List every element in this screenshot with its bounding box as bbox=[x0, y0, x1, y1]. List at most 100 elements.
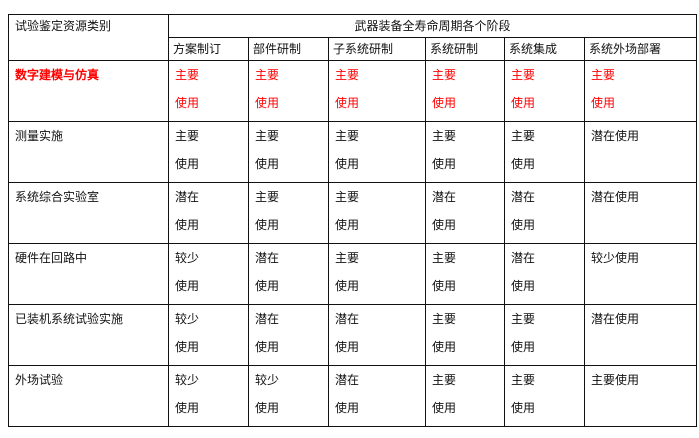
stage-header: 部件研制 bbox=[248, 37, 329, 61]
usage-text: 使用 bbox=[175, 401, 200, 415]
table-row: 已装机系统试验实施 较少 使用 潜在 使用 潜在 使用 主要 使用 主要 使用 潜在使用 bbox=[8, 304, 698, 366]
usage-cell: 主要使用 bbox=[425, 243, 505, 305]
usage-text: 使用 bbox=[432, 279, 457, 293]
usage-text: 使用 bbox=[335, 340, 360, 354]
usage-text: 主要 bbox=[511, 312, 536, 326]
usage-cell: 主要使用 bbox=[328, 121, 426, 183]
usage-text bbox=[591, 272, 690, 300]
usage-text: 主要 bbox=[255, 190, 280, 204]
usage-text: 使用 bbox=[432, 401, 457, 415]
stage-header: 系统研制 bbox=[425, 37, 505, 61]
usage-cell: 主要使用 bbox=[248, 182, 329, 244]
usage-cell: 主要使用 bbox=[425, 121, 505, 183]
usage-text bbox=[591, 150, 690, 178]
stages-header: 武器装备全寿命周期各个阶段 bbox=[167, 14, 698, 38]
usage-text bbox=[591, 333, 690, 361]
resource-category: 测量实施 bbox=[8, 121, 169, 183]
usage-text: 主要 bbox=[335, 68, 360, 82]
usage-text: 潜在 bbox=[255, 312, 280, 326]
usage-text: 主要 bbox=[175, 68, 200, 82]
stage-header: 系统外场部署 bbox=[583, 37, 698, 61]
resource-category: 已装机系统试验实施 bbox=[8, 304, 169, 366]
usage-cell: 主要使用 bbox=[248, 121, 329, 183]
usage-text: 潜在 bbox=[335, 312, 360, 326]
resource-category: 外场试验 bbox=[8, 365, 169, 427]
usage-text: 潜在 bbox=[511, 251, 536, 265]
usage-text: 潜在 bbox=[255, 251, 280, 265]
category-header: 试验鉴定资源类别 bbox=[8, 14, 169, 61]
usage-text: 主要 bbox=[432, 129, 457, 143]
usage-text: 主要 bbox=[591, 68, 616, 82]
usage-cell: 主要使用 bbox=[168, 60, 249, 122]
usage-text: 主要 bbox=[255, 129, 280, 143]
table-row: 外场试验 较少 使用 较少 使用 潜在 使用 主要 使用 主要 使用 主要使用 bbox=[8, 365, 698, 427]
usage-cell: 较少使用 bbox=[168, 304, 249, 366]
usage-text: 潜在 bbox=[511, 190, 536, 204]
usage-cell: 潜在使用 bbox=[328, 304, 426, 366]
usage-cell: 主要使用 bbox=[583, 365, 698, 427]
usage-text: 潜在 bbox=[335, 373, 360, 387]
usage-text: 使用 bbox=[255, 157, 280, 171]
usage-text: 使用 bbox=[432, 340, 457, 354]
usage-text: 主要 bbox=[511, 68, 536, 82]
usage-text: 潜在 bbox=[432, 190, 457, 204]
usage-text: 主要 bbox=[335, 251, 360, 265]
usage-text: 使用 bbox=[511, 96, 536, 110]
usage-text: 较少 bbox=[255, 373, 280, 387]
usage-text: 使用 bbox=[335, 279, 360, 293]
usage-text: 使用 bbox=[255, 218, 280, 232]
usage-text: 使用 bbox=[511, 279, 536, 293]
usage-text: 使用 bbox=[511, 401, 536, 415]
usage-cell: 潜在使用 bbox=[504, 243, 585, 305]
usage-text: 较少 bbox=[175, 312, 200, 326]
usage-text: 使用 bbox=[335, 96, 360, 110]
usage-cell: 较少使用 bbox=[168, 365, 249, 427]
usage-cell: 潜在使用 bbox=[583, 304, 698, 366]
usage-text: 潜在使用 bbox=[591, 190, 640, 204]
usage-cell: 主要使用 bbox=[248, 60, 329, 122]
usage-text: 主要 bbox=[335, 129, 360, 143]
usage-text: 使用 bbox=[432, 157, 457, 171]
usage-cell: 主要使用 bbox=[425, 304, 505, 366]
usage-text: 使用 bbox=[511, 340, 536, 354]
usage-text: 主要 bbox=[335, 190, 360, 204]
header-row: 试验鉴定资源类别 武器装备全寿命周期各个阶段 bbox=[8, 14, 698, 61]
usage-text: 主要 bbox=[175, 129, 200, 143]
usage-cell: 潜在使用 bbox=[425, 182, 505, 244]
usage-text: 主要 bbox=[511, 129, 536, 143]
usage-cell: 潜在使用 bbox=[504, 182, 585, 244]
table-row: 硬件在回路中 较少 使用 潜在 使用 主要 使用 主要 使用 潜在 使用 较少使用 bbox=[8, 243, 698, 305]
usage-cell: 主要使用 bbox=[504, 365, 585, 427]
usage-text: 较少 bbox=[175, 251, 200, 265]
usage-text: 使用 bbox=[335, 157, 360, 171]
usage-cell: 主要使用 bbox=[328, 243, 426, 305]
usage-cell: 潜在使用 bbox=[248, 304, 329, 366]
usage-text: 较少 bbox=[175, 373, 200, 387]
usage-cell: 主要使用 bbox=[504, 121, 585, 183]
usage-text: 使用 bbox=[432, 218, 457, 232]
usage-text: 使用 bbox=[175, 96, 200, 110]
usage-text: 主要 bbox=[511, 373, 536, 387]
table-row: 数字建模与仿真 主要 使用 主要 使用 主要 使用 主要 使用 主要 使用 主要 使用 bbox=[8, 60, 698, 122]
usage-text: 使用 bbox=[255, 279, 280, 293]
usage-text: 使用 bbox=[335, 218, 360, 232]
usage-text: 主要 bbox=[432, 68, 457, 82]
resource-category: 数字建模与仿真 bbox=[8, 60, 169, 122]
usage-cell: 潜在使用 bbox=[583, 121, 698, 183]
usage-text: 使用 bbox=[335, 401, 360, 415]
usage-cell: 主要使用 bbox=[583, 60, 698, 122]
usage-cell: 潜在使用 bbox=[248, 243, 329, 305]
resource-category: 硬件在回路中 bbox=[8, 243, 169, 305]
usage-text: 使用 bbox=[432, 96, 457, 110]
stage-header: 方案制订 bbox=[168, 37, 249, 61]
usage-text: 主要 bbox=[432, 251, 457, 265]
usage-cell: 较少使用 bbox=[168, 243, 249, 305]
usage-text: 主要使用 bbox=[591, 373, 640, 387]
usage-text: 使用 bbox=[255, 96, 280, 110]
usage-cell: 潜在使用 bbox=[168, 182, 249, 244]
usage-cell: 较少使用 bbox=[248, 365, 329, 427]
usage-text: 主要 bbox=[432, 312, 457, 326]
usage-cell: 主要使用 bbox=[425, 60, 505, 122]
usage-text bbox=[591, 394, 690, 422]
stage-header-row: 方案制订 部件研制 子系统研制 系统研制 系统集成 系统外场部署 bbox=[9, 37, 698, 61]
